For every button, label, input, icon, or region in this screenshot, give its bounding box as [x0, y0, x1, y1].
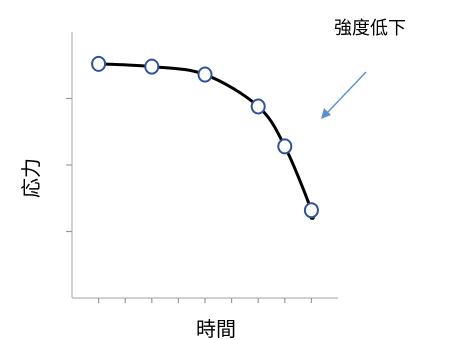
data-point-3 — [197, 66, 213, 83]
data-point-4 — [250, 98, 266, 115]
y-axis-label: 応力 — [19, 158, 43, 198]
axis-ticks — [66, 97, 312, 303]
annotation-arrow — [326, 71, 367, 114]
data-point-2 — [144, 58, 160, 75]
data-point-5 — [277, 138, 293, 155]
annotation-arrow-head — [321, 108, 331, 119]
data-point-1 — [91, 55, 107, 72]
data-point-6 — [303, 202, 319, 219]
data-points — [91, 55, 319, 219]
x-axis-label: 時間 — [196, 317, 236, 340]
annotation-label: 強度低下 — [334, 18, 406, 39]
